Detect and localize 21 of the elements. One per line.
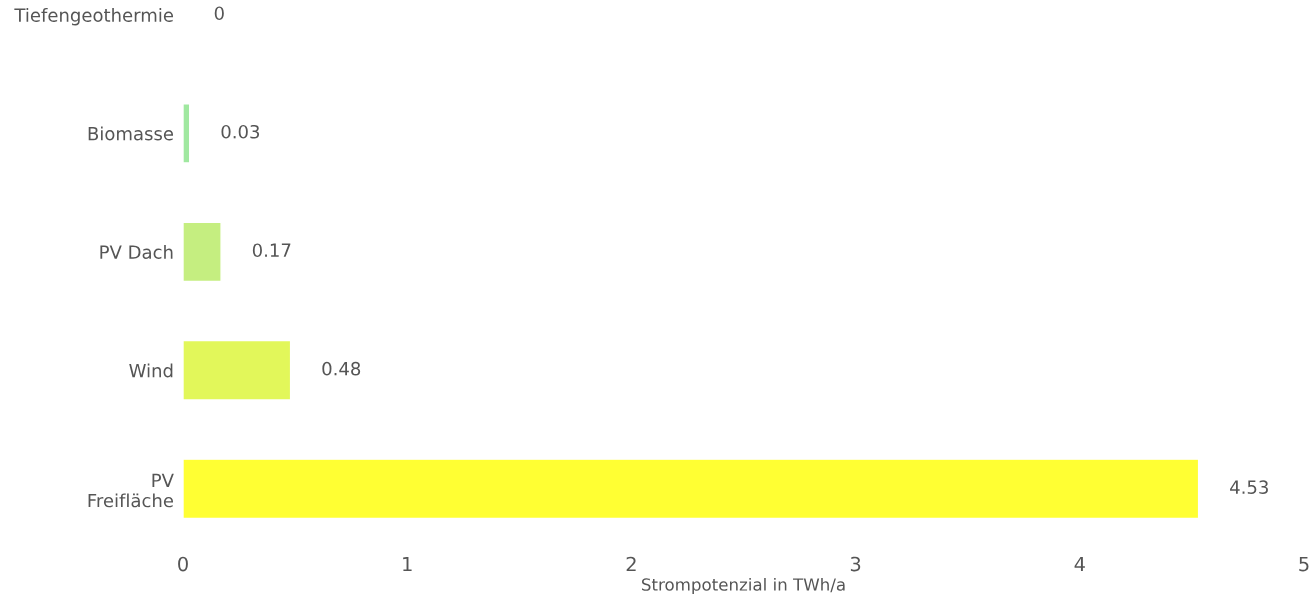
y-tick-label: PV Dach [100, 244, 173, 259]
x-axis-title: Strompotenzial in TWh/a [641, 577, 845, 595]
y-tick-label: PV Freifläche [88, 473, 174, 508]
bar [183, 458, 1200, 520]
x-tick-label: 0 [178, 556, 188, 572]
y-tick-label: Tiefengeothermie [14, 7, 174, 26]
data-label: 0 [214, 6, 224, 21]
x-tick-label: 3 [850, 556, 861, 572]
x-tick-label: 1 [403, 556, 412, 572]
data-label: 0.48 [322, 361, 361, 376]
data-label: 0.03 [221, 124, 260, 139]
y-tick-label: Wind [129, 363, 173, 378]
x-tick-label: 5 [1299, 556, 1309, 572]
x-tick-label: 2 [626, 556, 636, 572]
bar [183, 221, 222, 283]
bar [183, 339, 292, 401]
data-label: 0.17 [252, 243, 291, 258]
x-tick-label: 4 [1074, 556, 1085, 572]
data-label: 4.53 [1230, 480, 1268, 494]
bar [183, 103, 191, 164]
y-tick-label: Biomasse [88, 126, 174, 141]
